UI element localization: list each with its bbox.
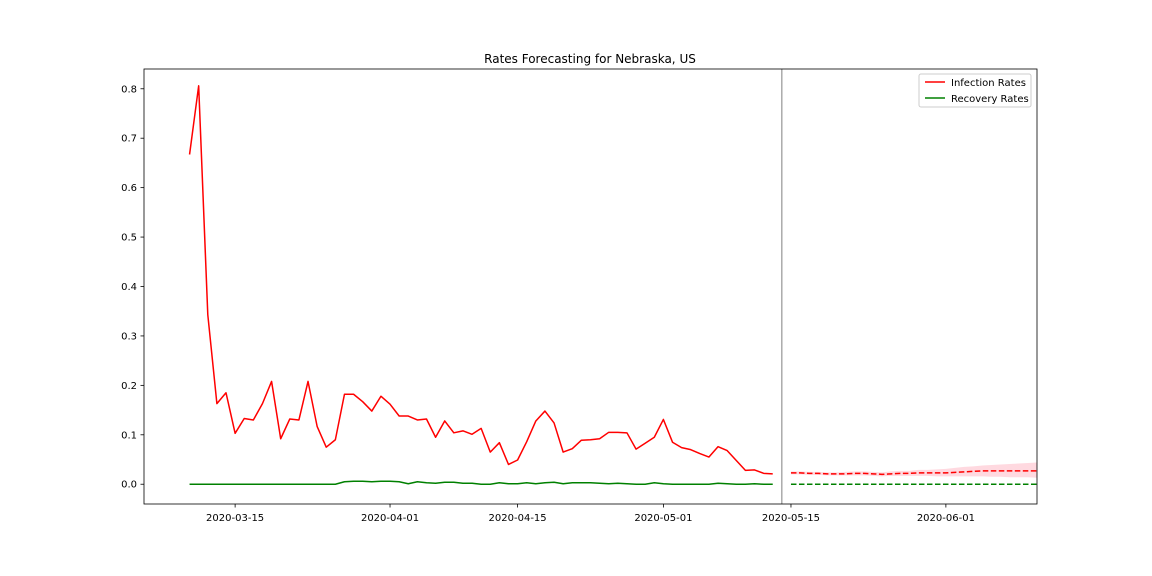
infection-forecast-band: [790, 462, 1037, 478]
legend-box: [918, 73, 1032, 108]
x-axis: 2020-03-15 2020-04-01 2020-04-15 2020-05-01…: [206, 504, 975, 524]
y-tick-label: 0.5: [121, 233, 137, 244]
y-tick-label: 0.6: [121, 183, 137, 194]
plot-area: [188, 69, 1037, 504]
legend-label-infection: Infection Rates: [951, 78, 1026, 89]
legend: Infection Rates Recovery Rates: [918, 73, 1032, 108]
y-tick-label: 0.4: [121, 282, 137, 293]
legend-label-recovery: Recovery Rates: [951, 94, 1029, 105]
y-tick-label: 0.3: [121, 331, 137, 342]
series-line-infection-forecast: [790, 470, 1037, 476]
x-tick-label: 2020-04-15: [489, 513, 547, 524]
x-tick-label: 2020-04-01: [361, 513, 419, 524]
y-tick-label: 0.1: [121, 430, 137, 441]
series-line-recovery: [189, 480, 773, 485]
x-tick-label: 2020-05-01: [634, 513, 692, 524]
y-axis: 0.0 0.1 0.2 0.3 0.4 0.5 0.6 0.7 0.8: [121, 84, 144, 491]
chart-title: Rates Forecasting for Nebraska, US: [484, 52, 696, 66]
x-tick-label: 2020-05-15: [762, 513, 820, 524]
y-tick-label: 0.7: [121, 134, 137, 145]
x-tick-label: 2020-06-01: [917, 513, 975, 524]
axes-frame: [143, 68, 1038, 505]
series-line-infection: [188, 85, 773, 475]
x-tick-label: 2020-03-15: [206, 513, 264, 524]
y-tick-label: 0.8: [121, 84, 137, 95]
y-tick-label: 0.2: [121, 381, 137, 392]
y-tick-label: 0.0: [121, 480, 137, 491]
